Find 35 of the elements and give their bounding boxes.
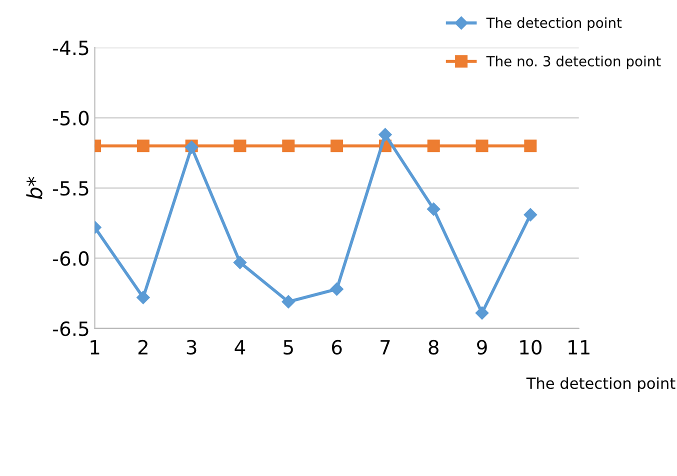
y-tick-label: -6.0 <box>52 251 89 266</box>
point <box>234 140 246 152</box>
point <box>378 128 392 142</box>
x-tick-label: 6 <box>332 340 342 355</box>
point <box>282 295 295 308</box>
y-axis-title: b* <box>26 176 42 200</box>
x-tick-label: 4 <box>234 340 246 354</box>
point <box>427 140 440 152</box>
legend-label: The detection point <box>486 17 622 31</box>
x-tick-label: 5 <box>284 340 293 355</box>
y-tick-label: -6.5 <box>52 321 88 336</box>
x-tick-label: 9 <box>477 340 487 355</box>
point <box>330 140 344 152</box>
x-axis-title: The detection point <box>526 377 676 392</box>
y-tick-label: -5.5 <box>52 181 88 196</box>
x-tick-label: 11 <box>568 340 590 354</box>
y-tick-label: -4.5 <box>52 40 88 56</box>
x-tick-label: 3 <box>186 340 196 355</box>
point <box>475 306 489 320</box>
point <box>136 140 150 152</box>
point <box>330 282 344 296</box>
x-tick-label: 8 <box>428 340 438 355</box>
point <box>524 140 537 152</box>
point <box>524 208 538 222</box>
x-tick-label: 10 <box>520 340 542 355</box>
point <box>427 202 440 216</box>
point <box>282 140 295 152</box>
x-tick-label: 2 <box>138 340 148 354</box>
legend-label: The no. 3 detection point <box>486 56 661 70</box>
point <box>136 290 150 304</box>
point <box>476 140 488 152</box>
x-tick-label: 1 <box>90 340 100 354</box>
y-tick-label: -5.0 <box>52 110 89 126</box>
point <box>233 256 247 270</box>
x-tick-label: 7 <box>380 340 390 354</box>
